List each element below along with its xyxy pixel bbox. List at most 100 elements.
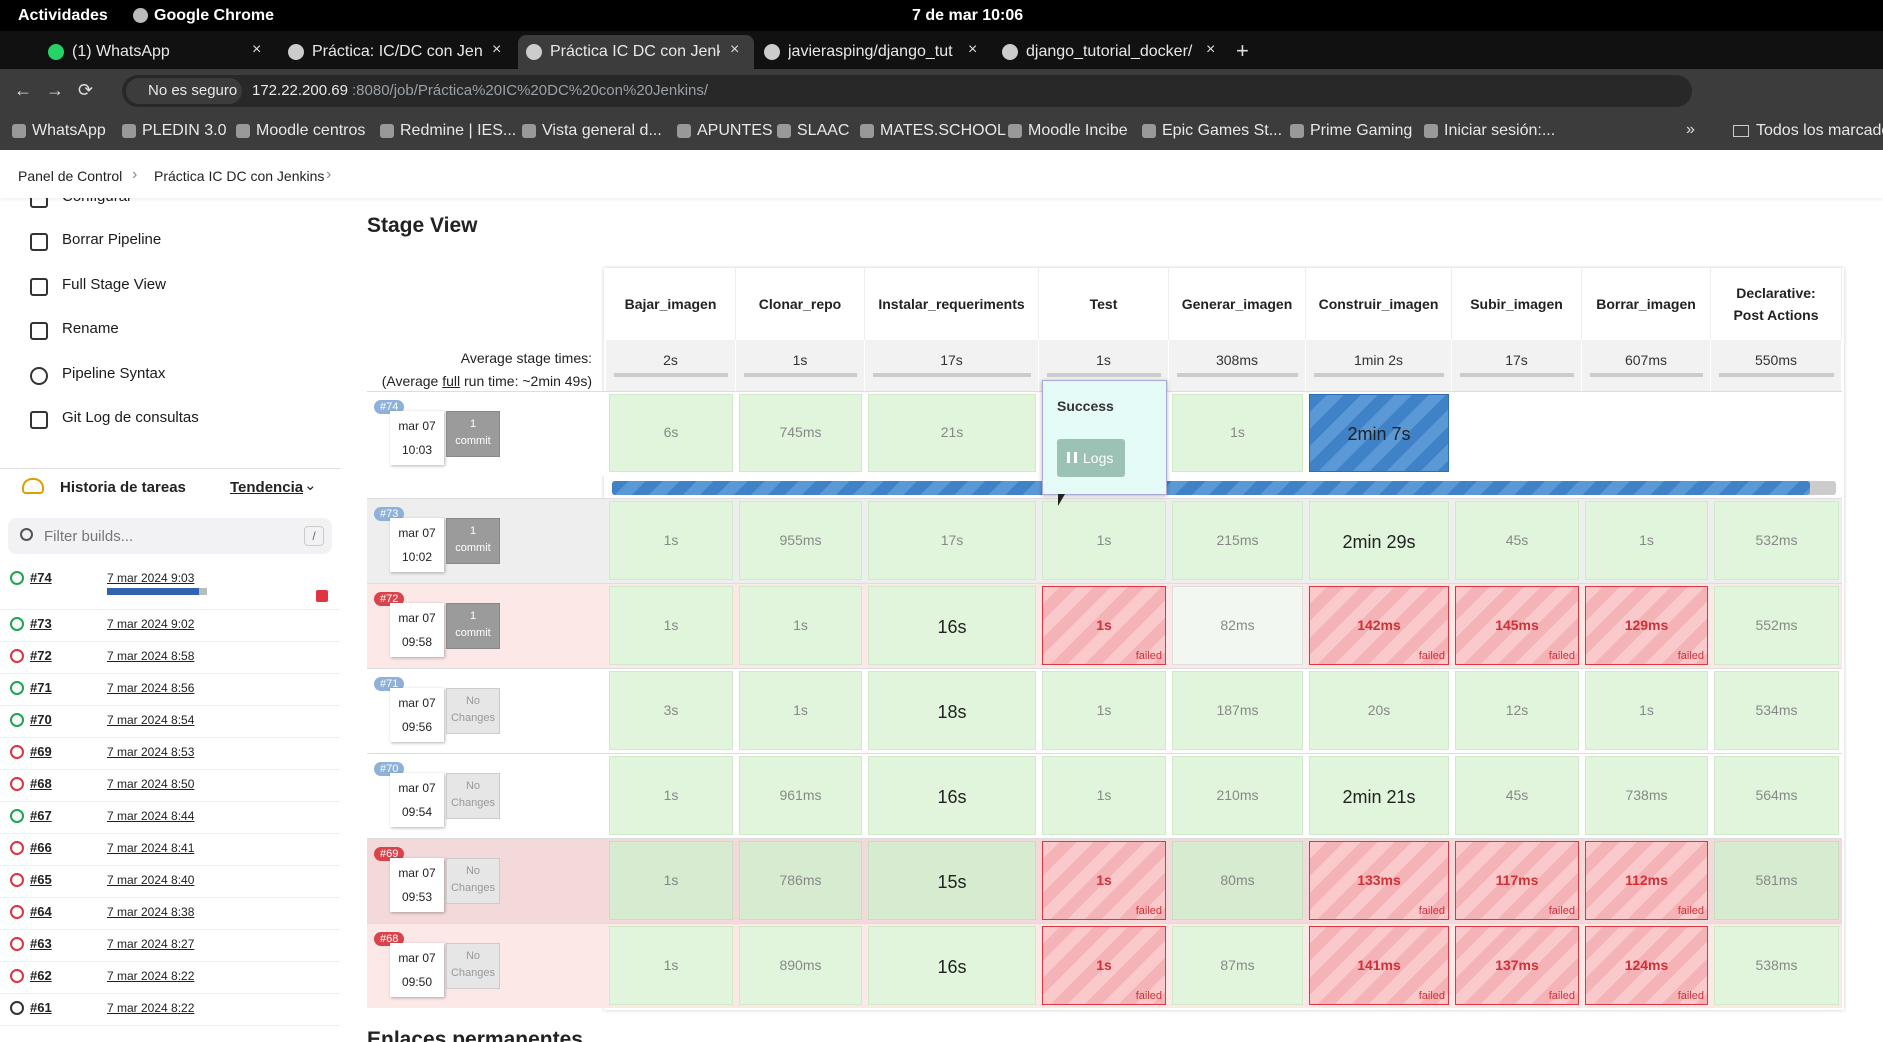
build-badge[interactable]: #74	[374, 400, 405, 414]
build-date[interactable]: 7 mar 2024 8:38	[107, 905, 195, 919]
stage-cell[interactable]: 6s	[609, 394, 733, 472]
stage-cell[interactable]: 1s failed	[1042, 586, 1166, 665]
run-changes[interactable]: 1 commit	[446, 411, 500, 457]
build-number[interactable]: #64	[30, 904, 52, 919]
bookmark[interactable]: PLEDIN 3.0	[142, 122, 227, 139]
nav-buttons[interactable]: ←→⟳	[14, 80, 108, 100]
menu-item[interactable]: Full Stage View	[62, 276, 166, 293]
menu-item[interactable]: Pipeline Syntax	[62, 365, 166, 382]
stage-cell[interactable]: 87ms	[1172, 926, 1303, 1005]
menu-item[interactable]: Git Log de consultas	[62, 409, 199, 426]
stage-cell[interactable]: 45s	[1455, 756, 1579, 835]
stage-cell[interactable]: 117ms failed	[1455, 841, 1579, 920]
stage-cell[interactable]: 15s	[868, 841, 1036, 920]
menu-item[interactable]: Rename	[62, 320, 119, 337]
stage-cell[interactable]: 1s	[609, 841, 733, 920]
build-number[interactable]: #69	[30, 744, 52, 759]
stage-cell[interactable]: 18s	[868, 671, 1036, 750]
stage-cell[interactable]: 210ms	[1172, 756, 1303, 835]
stage-cell[interactable]: 17s	[868, 501, 1036, 580]
bookmark[interactable]: Moodle centros	[256, 122, 366, 139]
stage-cell[interactable]: 738ms	[1585, 756, 1708, 835]
stage-cell[interactable]: 1s	[1042, 501, 1166, 580]
stage-cell[interactable]: 1s	[739, 671, 862, 750]
stage-cell[interactable]: 45s	[1455, 501, 1579, 580]
stage-cell[interactable]: 564ms	[1714, 756, 1839, 835]
tab[interactable]: Práctica: IC/DC con Jenki ×	[280, 35, 516, 69]
filter-box[interactable]: Filter builds... /	[8, 518, 332, 554]
tab[interactable]: javierasping/django_tut ×	[756, 35, 992, 69]
run-changes[interactable]: No Changes	[446, 688, 500, 734]
stage-cell[interactable]: 3s	[609, 671, 733, 750]
build-date[interactable]: 7 mar 2024 8:40	[107, 873, 195, 887]
stage-cell[interactable]: 2min 7s	[1309, 394, 1449, 472]
bookmarks-all[interactable]: Todos los marcado	[1756, 122, 1883, 139]
stage-cell[interactable]: 538ms	[1714, 926, 1839, 1005]
stage-cell[interactable]: 786ms	[739, 841, 862, 920]
build-date[interactable]: 7 mar 2024 9:02	[107, 617, 195, 631]
bookmark[interactable]: Moodle Incibe	[1028, 122, 1128, 139]
bookmark[interactable]: Prime Gaming	[1310, 122, 1413, 139]
stage-cell[interactable]: 82ms	[1172, 586, 1303, 665]
bookmark[interactable]: Vista general d...	[542, 122, 662, 139]
stage-cell[interactable]: 137ms failed	[1455, 926, 1579, 1005]
build-number[interactable]: #71	[30, 680, 52, 695]
build-number[interactable]: #74	[30, 570, 52, 585]
stage-cell[interactable]: 1s failed	[1042, 841, 1166, 920]
stage-cell[interactable]: 1s	[609, 756, 733, 835]
menu-item[interactable]: Borrar Pipeline	[62, 231, 162, 248]
stage-cell[interactable]: 145ms failed	[1455, 586, 1579, 665]
stage-cell[interactable]: 1s	[1042, 671, 1166, 750]
build-date[interactable]: 7 mar 2024 8:50	[107, 777, 195, 791]
build-number[interactable]: #68	[30, 776, 52, 791]
breadcrumb[interactable]: Práctica IC DC con Jenkins	[154, 168, 325, 184]
stage-cell[interactable]: 890ms	[739, 926, 862, 1005]
stage-cell[interactable]: 745ms	[739, 394, 862, 472]
stage-cell[interactable]: 2min 21s	[1309, 756, 1449, 835]
stage-cell[interactable]: 16s	[868, 586, 1036, 665]
stage-cell[interactable]: 112ms failed	[1585, 841, 1708, 920]
stage-cell[interactable]: 532ms	[1714, 501, 1839, 580]
stage-cell[interactable]: 534ms	[1714, 671, 1839, 750]
build-date[interactable]: 7 mar 2024 8:44	[107, 809, 195, 823]
run-changes[interactable]: No Changes	[446, 773, 500, 819]
stage-cell[interactable]: 187ms	[1172, 671, 1303, 750]
stage-cell[interactable]: 12s	[1455, 671, 1579, 750]
stage-cell[interactable]: 215ms	[1172, 501, 1303, 580]
stage-cell[interactable]: 1s	[609, 586, 733, 665]
stage-cell[interactable]: 16s	[868, 926, 1036, 1005]
run-changes[interactable]: 1 commit	[446, 518, 500, 564]
bookmark[interactable]: MATES.SCHOOL	[880, 122, 1006, 139]
build-number[interactable]: #61	[30, 1000, 52, 1015]
build-number[interactable]: #70	[30, 712, 52, 727]
run-changes[interactable]: No Changes	[446, 858, 500, 904]
build-date[interactable]: 7 mar 2024 9:03	[107, 571, 195, 585]
stage-cell[interactable]: 961ms	[739, 756, 862, 835]
build-date[interactable]: 7 mar 2024 8:41	[107, 841, 195, 855]
build-number[interactable]: #66	[30, 840, 52, 855]
stage-cell[interactable]: 955ms	[739, 501, 862, 580]
stage-cell[interactable]: 129ms failed	[1585, 586, 1708, 665]
new-tab[interactable]: +	[1236, 38, 1249, 63]
build-date[interactable]: 7 mar 2024 8:22	[107, 969, 195, 983]
build-number[interactable]: #63	[30, 936, 52, 951]
build-badge[interactable]: #72	[374, 592, 405, 606]
stage-cell[interactable]: 124ms failed	[1585, 926, 1708, 1005]
build-date[interactable]: 7 mar 2024 8:53	[107, 745, 195, 759]
build-number[interactable]: #62	[30, 968, 52, 983]
stage-cell[interactable]: 1s failed	[1042, 926, 1166, 1005]
build-date[interactable]: 7 mar 2024 8:56	[107, 681, 195, 695]
build-badge[interactable]: #71	[374, 677, 405, 691]
bookmark[interactable]: Redmine | IES...	[400, 122, 517, 139]
stage-cell[interactable]: 1s	[609, 926, 733, 1005]
stage-cell[interactable]: 2min 29s	[1309, 501, 1449, 580]
build-date[interactable]: 7 mar 2024 8:27	[107, 937, 195, 951]
tab[interactable]: django_tutorial_docker/ ×	[994, 35, 1230, 69]
stage-cell[interactable]: 16s	[868, 756, 1036, 835]
build-number[interactable]: #65	[30, 872, 52, 887]
stage-cell[interactable]: 1s	[1042, 756, 1166, 835]
tab[interactable]: (1) WhatsApp ×	[40, 35, 276, 69]
stage-cell[interactable]: 581ms	[1714, 841, 1839, 920]
build-date[interactable]: 7 mar 2024 8:58	[107, 649, 195, 663]
stage-cell[interactable]: 20s	[1309, 671, 1449, 750]
